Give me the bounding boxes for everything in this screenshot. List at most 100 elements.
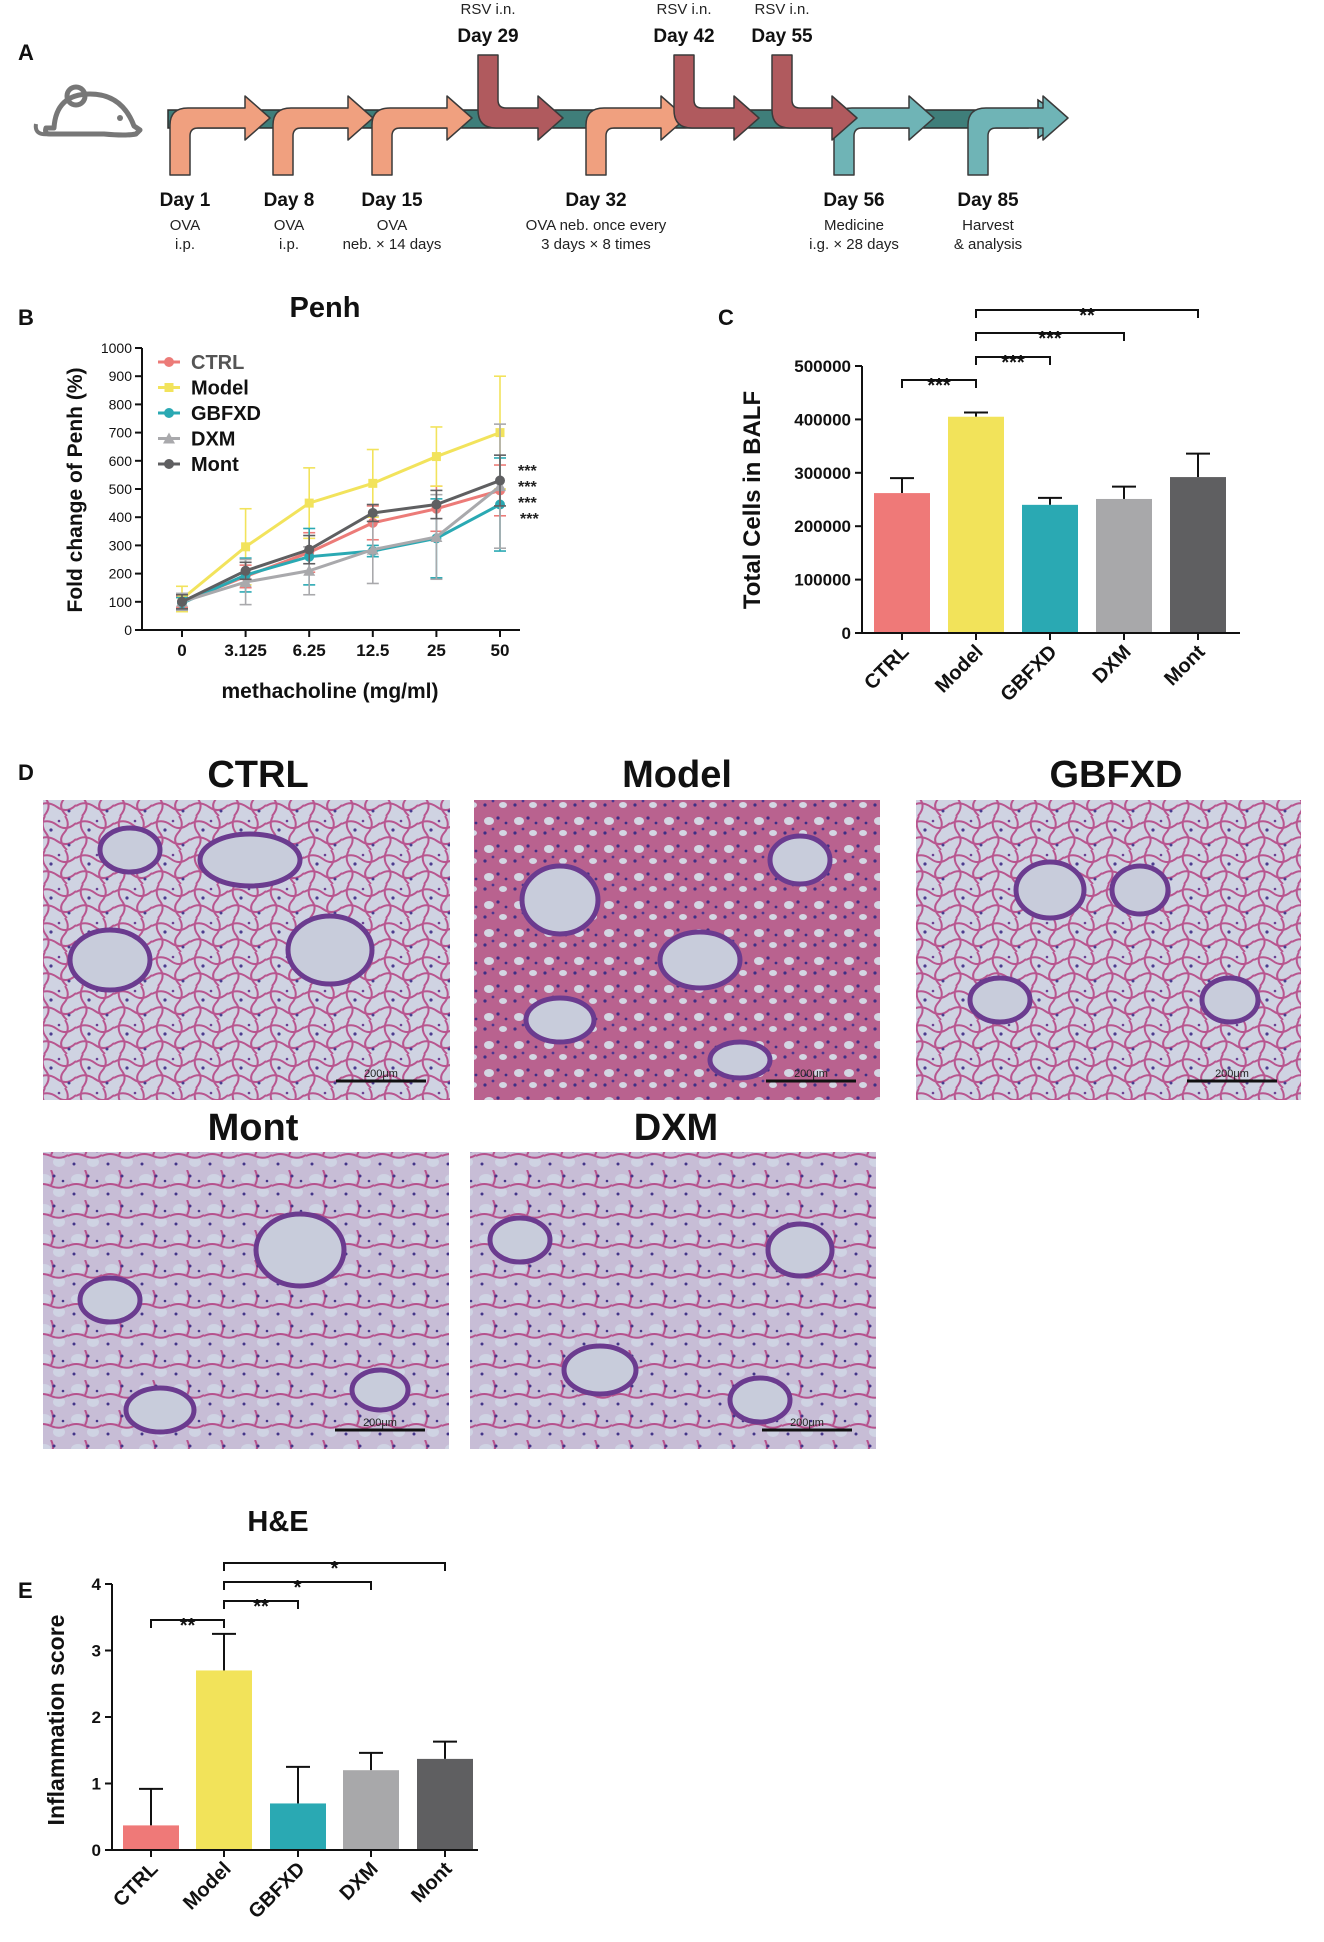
event-day: Day 32 [565,190,626,211]
y-tick-label: 500 [109,481,133,497]
significance-bracket [223,1562,446,1571]
event-line-1: OVA neb. once every [526,217,667,234]
event-arrow-2 [272,95,374,176]
y-tick-label: 1000 [101,340,132,356]
x-tick-label: GBFXD [996,641,1061,706]
x-tick-label: 50 [491,641,510,660]
significance-bracket [975,356,1051,365]
histology-panels: 200μm CTRL 200μm Model 200μm GBFXD 200μm Mont 20… [43,754,1301,1449]
x-tick-label: 0 [177,641,186,660]
data-point [366,543,379,555]
series-line [181,479,501,604]
y-tick-label: 500000 [794,357,851,376]
bar-mont [1170,477,1226,633]
y-axis-label: Fold change of Penh (%) [64,368,87,613]
y-tick-label: 200 [109,566,133,582]
y-tick-label: 3 [92,1642,101,1661]
scale-bar-label: 200μm [1215,1068,1249,1080]
airway-lumen [967,975,1033,1025]
rsv-label: RSV i.n. [754,1,809,18]
legend-label: DXM [191,429,235,451]
histology-image-gbfxd: 200μm [916,800,1301,1100]
panel-letter-b: B [18,305,34,330]
y-tick-label: 0 [92,1841,101,1860]
data-point [239,576,252,588]
y-tick-label: 1 [92,1775,101,1794]
y-tick-label: 700 [109,425,133,441]
legend-label: Model [191,378,249,400]
panel-letter-a: A [18,40,34,65]
bar-model [948,416,1004,633]
legend-marker [164,459,174,469]
significance-mark: ** [253,1596,269,1618]
panel-letter-c: C [718,305,734,330]
x-tick-label: Mont [407,1858,457,1908]
legend-marker [164,408,174,418]
histology-label: DXM [634,1107,718,1149]
significance-mark: *** [1001,352,1025,374]
airway-lumen [77,1275,143,1325]
airway-lumen [349,1367,411,1413]
scale-bar-label: 200μm [363,1417,397,1429]
y-axis-label: Inflammation score [43,1615,69,1826]
y-tick-label: 0 [124,622,132,638]
event-arrow-6 [967,95,1069,176]
x-tick-label: Model [179,1858,235,1914]
event-line-1: OVA [274,217,305,234]
significance-bracket [150,1619,225,1628]
bar-dxm [343,1770,399,1850]
y-tick-label: 600 [109,453,133,469]
y-tick-label: 4 [92,1575,102,1594]
airway-lumen [767,833,833,887]
rsv-label: RSV i.n. [460,1,515,18]
significance-mark: *** [518,463,537,480]
event-arrow-4-shape [585,95,687,176]
panel-letters: A B C D E [18,40,734,1603]
significance-mark: *** [520,511,539,528]
mouse-tail [33,123,51,137]
x-tick-label: 12.5 [356,641,389,660]
x-tick-label: 6.25 [293,641,326,660]
chart-title: H&E [247,1506,308,1538]
event-arrow-6-shape [967,95,1069,176]
balf-bar-chart: CTRL Model GBFXD DXM Mont 0 100000 200000 300000… [739,305,1240,706]
y-tick-label: 400000 [794,410,851,429]
event-line-1: Harvest [962,217,1015,234]
data-point [495,475,505,486]
histology-image-model: 200μm [474,800,880,1100]
data-point [304,498,314,508]
y-tick-label: 2 [92,1708,101,1727]
tissue-section [916,800,1301,1100]
inflammation-bar-chart: H&E CTRL Model GBFXD DXM Mont 0 1 2 3 4 Inflammatio… [43,1506,478,1923]
y-tick-label: 300000 [794,464,851,483]
rsv-label: RSV i.n. [656,1,711,18]
legend-marker [164,383,174,392]
y-tick-label: 400 [109,509,133,525]
rsv-arrow-2-shape [673,54,760,141]
significance-mark: *** [518,479,537,496]
x-tick-label: CTRL [109,1858,162,1911]
bar-gbfxd [270,1803,326,1850]
event-arrow-3-shape [371,95,473,176]
airway-lumen [97,825,163,875]
bar-model [196,1670,252,1850]
data-point [431,452,441,462]
event-line-1: Medicine [824,217,884,234]
timeline: RSV i.n. Day 29 RSV i.n. Day 42 RSV i.n. Day … [33,1,1069,253]
series-line [181,503,501,605]
data-point [368,478,378,488]
airway-lumen [1013,859,1087,921]
histology-image-mont: 200μm [43,1152,449,1449]
significance-bracket [901,379,977,388]
histology-label: CTRL [207,754,308,796]
significance-bracket [975,309,1199,318]
series-line [181,485,501,604]
event-arrow-5-shape [833,95,935,176]
y-axis-label: Total Cells in BALF [739,391,766,609]
x-axis-label: methacholine (mg/ml) [221,680,438,703]
data-point [431,499,442,510]
airway-lumen [253,1211,347,1289]
mouse-eye [117,115,123,121]
event-arrow-1 [169,95,271,176]
series-line [181,488,501,604]
